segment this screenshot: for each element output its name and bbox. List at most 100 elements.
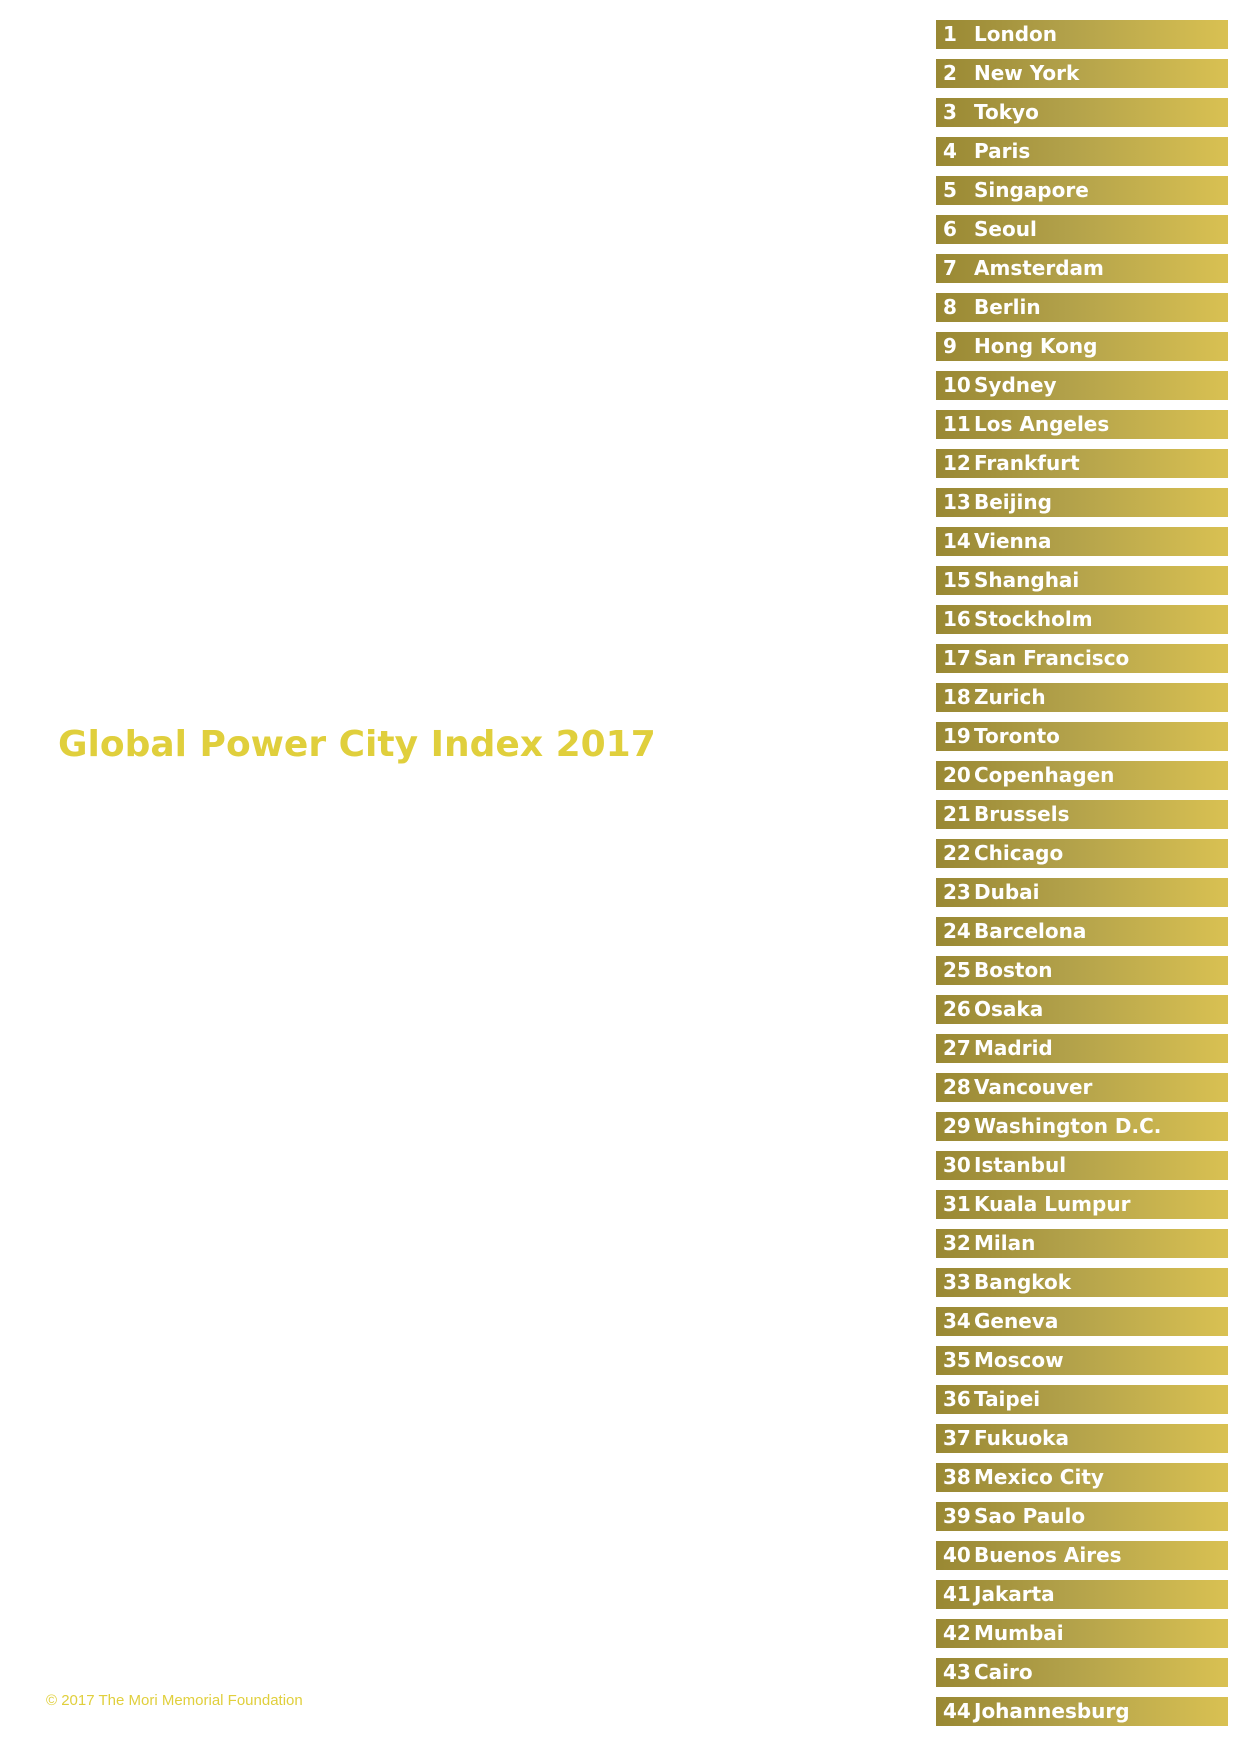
city-name: Brussels	[974, 802, 1070, 826]
city-name: Istanbul	[974, 1153, 1067, 1177]
ranking-row: 9 Hong Kong	[936, 332, 1228, 361]
city-name: Madrid	[974, 1036, 1053, 1060]
rank-number: 30	[943, 1153, 971, 1177]
rank-number: 24	[943, 919, 971, 943]
ranking-row: 6 Seoul	[936, 215, 1228, 244]
city-name: Stockholm	[974, 607, 1093, 631]
ranking-row: 20 Copenhagen	[936, 761, 1228, 790]
ranking-row: 33 Bangkok	[936, 1268, 1228, 1297]
ranking-row: 37 Fukuoka	[936, 1424, 1228, 1453]
rank-number: 27	[943, 1036, 971, 1060]
ranking-row: 25 Boston	[936, 956, 1228, 985]
rank-number: 12	[943, 451, 971, 475]
ranking-row: 11 Los Angeles	[936, 410, 1228, 439]
ranking-row: 40 Buenos Aires	[936, 1541, 1228, 1570]
city-name: Zurich	[974, 685, 1046, 709]
ranking-row: 10 Sydney	[936, 371, 1228, 400]
rank-number: 23	[943, 880, 971, 904]
rank-number: 9	[943, 334, 957, 358]
city-name: Washington D.C.	[974, 1114, 1162, 1138]
city-name: Johannesburg	[974, 1699, 1130, 1723]
city-name: Amsterdam	[974, 256, 1104, 280]
ranking-row: 24 Barcelona	[936, 917, 1228, 946]
city-name: San Francisco	[974, 646, 1130, 670]
ranking-row: 21 Brussels	[936, 800, 1228, 829]
ranking-row: 8 Berlin	[936, 293, 1228, 322]
ranking-row: 16 Stockholm	[936, 605, 1228, 634]
city-name: Hong Kong	[974, 334, 1098, 358]
rank-number: 18	[943, 685, 971, 709]
ranking-row: 22 Chicago	[936, 839, 1228, 868]
city-name: Fukuoka	[974, 1426, 1069, 1450]
ranking-row: 5 Singapore	[936, 176, 1228, 205]
ranking-row: 2 New York	[936, 59, 1228, 88]
city-name: Kuala Lumpur	[974, 1192, 1131, 1216]
rank-number: 7	[943, 256, 957, 280]
ranking-row: 13 Beijing	[936, 488, 1228, 517]
rank-number: 8	[943, 295, 957, 319]
city-name: Seoul	[974, 217, 1037, 241]
city-name: Berlin	[974, 295, 1041, 319]
city-name: Geneva	[974, 1309, 1059, 1333]
rank-number: 17	[943, 646, 971, 670]
ranking-row: 30 Istanbul	[936, 1151, 1228, 1180]
ranking-row: 1 London	[936, 20, 1228, 49]
ranking-row: 39 Sao Paulo	[936, 1502, 1228, 1531]
ranking-row: 3 Tokyo	[936, 98, 1228, 127]
city-name: Taipei	[974, 1387, 1041, 1411]
ranking-row: 29 Washington D.C.	[936, 1112, 1228, 1141]
city-name: Vancouver	[974, 1075, 1093, 1099]
city-name: New York	[974, 61, 1080, 85]
rank-number: 20	[943, 763, 971, 787]
city-name: Toronto	[974, 724, 1060, 748]
city-name: Sao Paulo	[974, 1504, 1086, 1528]
rank-number: 40	[943, 1543, 971, 1567]
rank-number: 6	[943, 217, 957, 241]
city-name: Boston	[974, 958, 1053, 982]
rank-number: 44	[943, 1699, 971, 1723]
ranking-row: 43 Cairo	[936, 1658, 1228, 1687]
rank-number: 10	[943, 373, 971, 397]
city-name: Shanghai	[974, 568, 1080, 592]
city-name: Moscow	[974, 1348, 1064, 1372]
rank-number: 11	[943, 412, 971, 436]
ranking-row: 12 Frankfurt	[936, 449, 1228, 478]
ranking-row: 34 Geneva	[936, 1307, 1228, 1336]
city-name: Beijing	[974, 490, 1052, 514]
rank-number: 43	[943, 1660, 971, 1684]
ranking-row: 19 Toronto	[936, 722, 1228, 751]
city-name: Bangkok	[974, 1270, 1072, 1294]
city-name: Barcelona	[974, 919, 1087, 943]
city-name: Mexico City	[974, 1465, 1104, 1489]
rank-number: 34	[943, 1309, 971, 1333]
city-name: Sydney	[974, 373, 1057, 397]
ranking-row: 36 Taipei	[936, 1385, 1228, 1414]
ranking-row: 32 Milan	[936, 1229, 1228, 1258]
rank-number: 25	[943, 958, 971, 982]
city-name: Jakarta	[974, 1582, 1055, 1606]
rank-number: 42	[943, 1621, 971, 1645]
rank-number: 14	[943, 529, 971, 553]
city-name: Frankfurt	[974, 451, 1080, 475]
ranking-row: 7 Amsterdam	[936, 254, 1228, 283]
rank-number: 3	[943, 100, 957, 124]
rank-number: 39	[943, 1504, 971, 1528]
city-name: Buenos Aires	[974, 1543, 1122, 1567]
rank-number: 15	[943, 568, 971, 592]
rank-number: 13	[943, 490, 971, 514]
city-name: Vienna	[974, 529, 1052, 553]
ranking-row: 15 Shanghai	[936, 566, 1228, 595]
ranking-row: 27 Madrid	[936, 1034, 1228, 1063]
rank-number: 41	[943, 1582, 971, 1606]
city-name: Osaka	[974, 997, 1044, 1021]
ranking-row: 17 San Francisco	[936, 644, 1228, 673]
city-name: Singapore	[974, 178, 1089, 202]
rank-number: 33	[943, 1270, 971, 1294]
ranking-row: 35 Moscow	[936, 1346, 1228, 1375]
city-name: Chicago	[974, 841, 1064, 865]
rank-number: 36	[943, 1387, 971, 1411]
city-name: Mumbai	[974, 1621, 1064, 1645]
ranking-row: 18 Zurich	[936, 683, 1228, 712]
rank-number: 2	[943, 61, 957, 85]
rank-number: 37	[943, 1426, 971, 1450]
